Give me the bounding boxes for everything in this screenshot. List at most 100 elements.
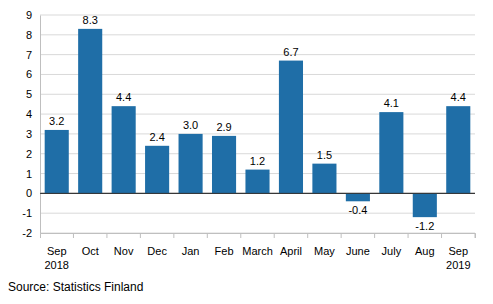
y-tick-label: -2	[22, 227, 32, 239]
x-tick-label: May	[314, 245, 335, 257]
x-tick: Sep2018	[44, 233, 73, 271]
y-tick-label: 2	[26, 148, 32, 160]
y-tick: 0	[26, 187, 40, 199]
x-tick: Nov	[114, 233, 141, 257]
x-axis-line	[41, 234, 476, 239]
x-tick-mark	[140, 233, 141, 238]
x-tick-mark	[475, 233, 476, 238]
grid-line	[40, 15, 475, 16]
x-tick-label: Feb	[215, 245, 234, 257]
y-axis: -2 -1 0 1 2 3 4 5 6 7 8 9	[22, 9, 40, 239]
x-tick-label: June	[346, 245, 370, 257]
x-tick-label: Oct	[82, 245, 99, 257]
bar	[413, 193, 437, 217]
grid-line	[40, 133, 475, 134]
y-tick-label: 0	[26, 187, 32, 199]
x-tick: Aug	[415, 233, 442, 257]
data-label: 3.2	[49, 115, 64, 127]
bar	[346, 193, 370, 201]
x-tick-mark	[274, 233, 275, 238]
y-tick-label: -1	[22, 207, 32, 219]
x-tick-mark	[173, 233, 174, 238]
x-tick-label: April	[280, 245, 302, 257]
data-label: 1.2	[250, 155, 265, 167]
x-tick-label: March	[242, 245, 273, 257]
x-tick-label: Aug	[415, 245, 435, 257]
y-tick: 4	[26, 108, 40, 120]
bar	[45, 130, 69, 193]
y-tick-label: 9	[26, 9, 32, 21]
zero-line	[40, 193, 475, 194]
x-tick-mark	[441, 233, 442, 238]
x-axis: Sep2018 Oct Nov Dec Jan Feb March April May June J…	[41, 233, 476, 271]
data-label: -1.2	[415, 220, 434, 232]
x-tick-label: Sep2019	[446, 245, 470, 271]
x-tick-mark	[240, 233, 241, 238]
bar	[78, 29, 102, 193]
x-tick: July	[382, 233, 409, 257]
grid-line	[40, 34, 475, 35]
y-tick: 9	[26, 9, 40, 21]
y-tick: -2	[22, 227, 40, 239]
bar	[112, 106, 136, 193]
y-tick-label: 6	[26, 68, 32, 80]
bar	[245, 170, 269, 194]
y-tick: 3	[26, 128, 40, 140]
data-label: 4.4	[451, 91, 466, 103]
x-tick-label: Dec	[147, 245, 167, 257]
x-tick: Dec	[147, 233, 174, 257]
y-tick: 6	[26, 68, 40, 80]
x-tick: April	[280, 233, 308, 257]
x-tick-mark	[73, 233, 74, 238]
y-tick-label: 7	[26, 49, 32, 61]
x-tick-label: Jan	[182, 245, 200, 257]
x-tick: June	[346, 233, 375, 257]
data-labels: 3.28.34.42.43.02.91.26.71.5-0.44.1-1.24.…	[49, 14, 466, 232]
x-tick: Jan	[182, 233, 208, 257]
x-tick-label: July	[382, 245, 402, 257]
zero-line	[40, 193, 475, 194]
bar	[212, 136, 236, 193]
grid-line	[40, 94, 475, 95]
x-tick-mark	[408, 233, 409, 238]
data-label: 6.7	[283, 46, 298, 58]
y-tick-label: 1	[26, 168, 32, 180]
y-tick: 2	[26, 148, 40, 160]
data-label: 3.0	[183, 119, 198, 131]
y-tick: 8	[26, 29, 40, 41]
bar	[379, 112, 403, 193]
y-tick-label: 3	[26, 128, 32, 140]
chart: -2 -1 0 1 2 3 4 5 6 7 8 9 Sep2018 Oct Nov Dec Jan Feb Marc…	[0, 0, 493, 304]
y-tick-label: 4	[26, 108, 32, 120]
x-tick: Sep2019	[446, 233, 475, 271]
x-tick-label: Nov	[114, 245, 134, 257]
x-tick: Feb	[215, 233, 241, 257]
data-label: -0.4	[348, 204, 367, 216]
y-tick-label: 5	[26, 88, 32, 100]
y-tick: -1	[22, 207, 40, 219]
x-tick-mark	[207, 233, 208, 238]
data-label: 2.4	[149, 131, 164, 143]
grid-line	[40, 74, 475, 75]
y-tick: 5	[26, 88, 40, 100]
bars	[45, 29, 471, 217]
bar	[312, 164, 336, 194]
x-tick-mark	[307, 233, 308, 238]
bar	[446, 106, 470, 193]
bar	[145, 146, 169, 194]
source: Source: Statistics Finland	[8, 280, 143, 294]
x-tick: March	[242, 233, 274, 257]
y-axis-line	[40, 16, 41, 234]
data-label: 1.5	[317, 149, 332, 161]
data-label: 8.3	[83, 14, 98, 26]
grid	[40, 15, 475, 233]
grid-line	[40, 114, 475, 115]
y-tick-label: 8	[26, 29, 32, 41]
x-tick: May	[314, 233, 341, 257]
y-tick: 1	[26, 168, 40, 180]
x-tick: Oct	[82, 233, 107, 257]
x-tick-mark	[374, 233, 375, 238]
data-label: 2.9	[216, 121, 231, 133]
x-tick-label: Sep2018	[44, 245, 68, 271]
grid-line	[40, 54, 475, 55]
